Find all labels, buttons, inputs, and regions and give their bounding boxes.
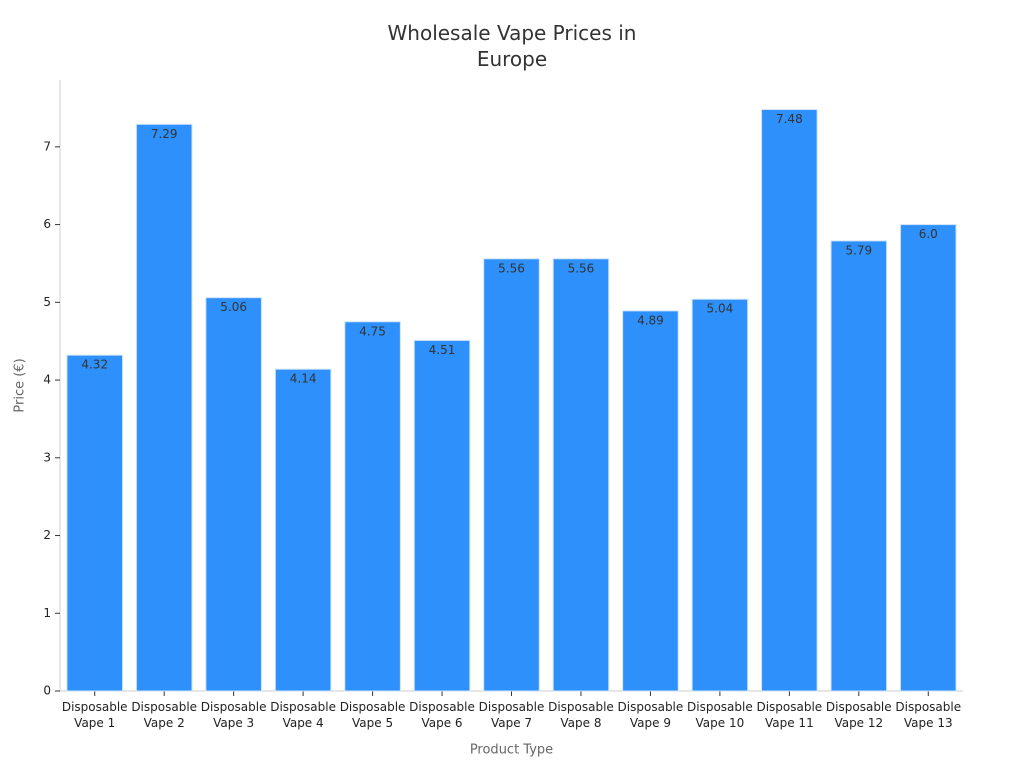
x-tick-label: Disposable Vape 10 [687,700,753,730]
x-tick-label: Disposable Vape 13 [895,700,962,730]
data-label: 5.06 [220,300,247,314]
x-axis-label: Product Type [470,743,553,758]
x-tick-label: Disposable Vape 5 [339,700,406,730]
x-tick-label: Disposable Vape 1 [61,700,128,730]
y-tick-label: 3 [43,450,51,464]
y-tick-label: 1 [43,606,51,620]
x-tick-label: Disposable Vape 12 [825,700,892,730]
bar [552,258,610,692]
bar [483,258,540,692]
data-label: 4.32 [81,358,108,372]
y-tick-label: 6 [43,217,51,231]
data-label: 5.79 [845,243,872,257]
y-tick-label: 5 [43,295,51,309]
data-label: 4.51 [429,343,456,357]
y-tick-label: 0 [43,684,51,698]
data-label: 7.48 [776,112,803,126]
y-axis-label: Price (€) [13,358,28,412]
x-tick-label: Disposable Vape 11 [756,700,823,730]
x-tick-label: Disposable Vape 6 [409,700,475,730]
data-label: 4.89 [637,313,664,327]
bar [66,354,124,692]
data-label: 4.14 [290,372,317,386]
x-tick-label: Disposable Vape 8 [548,700,614,730]
bar [205,297,262,692]
data-label: 5.04 [707,302,734,316]
x-tick-label: Disposable Vape 4 [270,700,336,730]
x-tick-label: Disposable Vape 2 [131,700,198,730]
chart-title: Wholesale Vape Prices in Europe [387,21,637,71]
x-tick-label: Disposable Vape 3 [200,700,267,730]
x-tick-label: Disposable Vape 7 [478,700,545,730]
y-tick-label: 7 [43,139,51,153]
bar [761,109,818,692]
data-label: 7.29 [151,127,178,141]
bar [413,339,471,692]
bar [274,368,332,692]
data-label: 4.75 [359,324,386,338]
bar [344,321,401,692]
data-label: 5.56 [498,261,525,275]
data-label: 6.0 [919,227,938,241]
bar [691,298,749,692]
bar [899,224,957,692]
x-tick-label: Disposable Vape 9 [617,700,684,730]
y-tick-label: 2 [43,528,51,542]
bar [622,310,679,692]
bar [830,240,888,692]
y-tick-label: 4 [43,373,51,387]
bar [135,123,193,692]
data-label: 5.56 [568,261,595,275]
